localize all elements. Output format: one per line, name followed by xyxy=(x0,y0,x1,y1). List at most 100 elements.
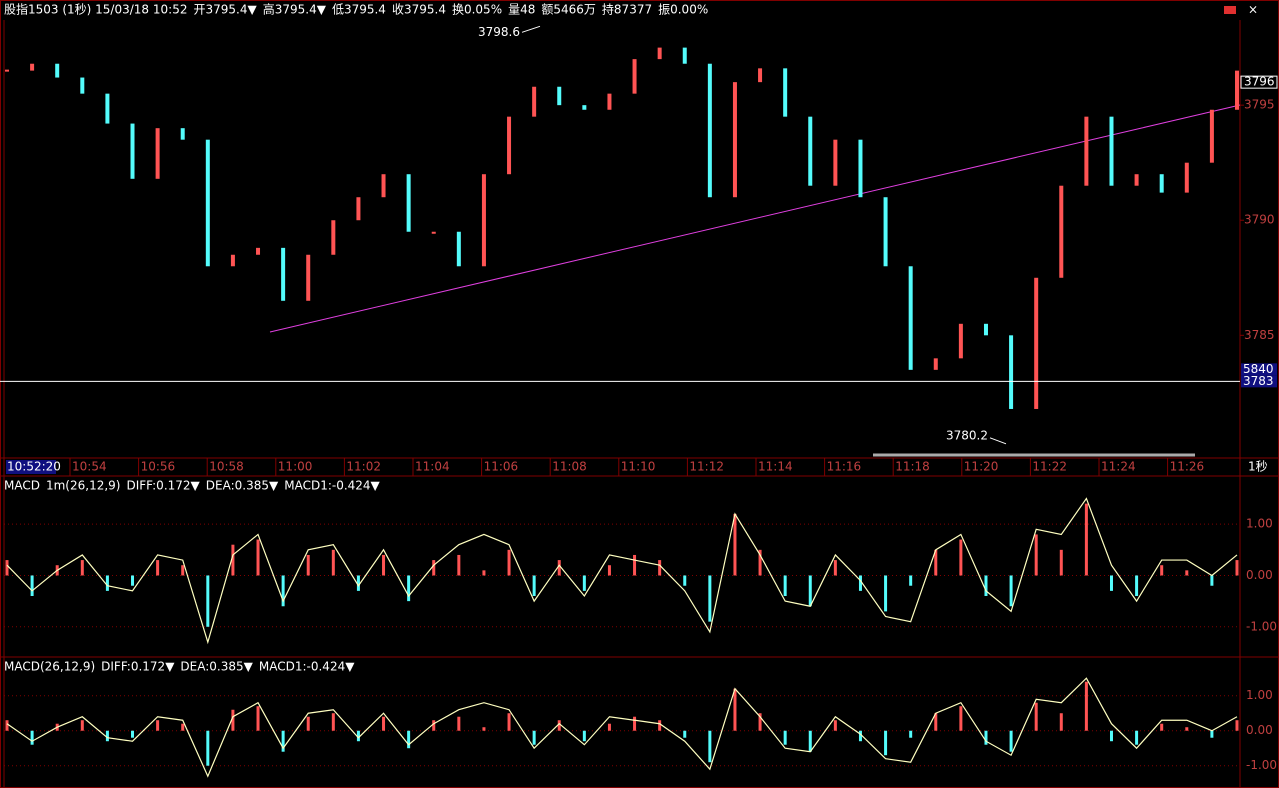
macd-bar xyxy=(708,730,712,763)
time-label: 11:04 xyxy=(415,460,450,474)
header-stat: 振0.00% xyxy=(658,3,708,17)
header-title: 股指1503 (1秒) 15/03/18 10:52 xyxy=(4,2,187,17)
macd-bar xyxy=(683,575,687,586)
candle xyxy=(958,323,963,359)
macd-bar xyxy=(858,730,862,742)
candle xyxy=(5,69,9,72)
time-label: 11:24 xyxy=(1101,460,1136,474)
macd-bar xyxy=(5,560,9,576)
y-tick-label: 1.00 xyxy=(1246,688,1273,702)
time-label: 11:26 xyxy=(1170,460,1205,474)
candle xyxy=(682,47,687,64)
macd-bar xyxy=(1034,534,1038,576)
volume-box xyxy=(1241,363,1277,376)
candle xyxy=(507,116,512,175)
macd-macd_label: MACD1:-0.424▼ xyxy=(284,479,380,493)
header-stat: 换0.05% xyxy=(452,3,502,17)
macd-bar xyxy=(833,720,837,731)
macd-bar xyxy=(507,713,511,731)
candle xyxy=(933,358,938,370)
candle xyxy=(481,174,486,267)
close-icon[interactable]: × xyxy=(1248,3,1258,17)
candle xyxy=(155,128,160,179)
time-label: 11:22 xyxy=(1032,460,1067,474)
macd-bar xyxy=(1135,575,1139,596)
time-label: 11:02 xyxy=(346,460,381,474)
macd-bar xyxy=(959,539,963,576)
macd-bar xyxy=(382,554,386,576)
candle xyxy=(55,63,60,78)
macd-bar xyxy=(206,730,210,766)
candle xyxy=(883,197,888,267)
candle xyxy=(256,247,261,255)
macd-bar xyxy=(607,723,611,731)
macd-bar xyxy=(156,560,160,576)
macd-bar xyxy=(607,565,611,576)
macd-bar xyxy=(1109,730,1113,742)
time-label: 11:00 xyxy=(278,460,313,474)
candle xyxy=(582,105,587,110)
macd-bar xyxy=(1009,730,1013,752)
last-price-box xyxy=(1240,75,1278,89)
macd-bar xyxy=(1059,549,1063,576)
candle xyxy=(732,82,737,198)
candle xyxy=(1009,335,1014,409)
macd-bar xyxy=(758,713,762,731)
macd-bar xyxy=(1109,575,1113,591)
candle xyxy=(30,63,35,71)
macd-bar xyxy=(1210,730,1214,738)
macd-bar xyxy=(432,720,436,731)
macd-bar xyxy=(783,575,787,596)
macd-bar xyxy=(281,730,285,752)
macd-bar xyxy=(256,539,260,576)
macd-diff_label: DIFF:0.172▼ xyxy=(101,660,175,674)
macd-bar xyxy=(557,720,561,731)
candle xyxy=(808,116,813,186)
macd-bar xyxy=(1009,575,1013,607)
macd-params: 1m(26,12,9) xyxy=(46,479,121,493)
macd-bar xyxy=(181,565,185,576)
macd-bar xyxy=(1185,570,1189,576)
diff-line xyxy=(6,677,1238,778)
time-label: 10:52:20 xyxy=(7,460,61,474)
toolbar-icon[interactable] xyxy=(1224,6,1236,14)
macd-bar xyxy=(1084,681,1088,731)
macd-bar xyxy=(833,560,837,576)
header-stat: 持87377 xyxy=(602,2,652,17)
macd-bar xyxy=(633,554,637,576)
macd-bar xyxy=(1235,720,1239,731)
y-tick-label: 0.00 xyxy=(1246,723,1273,737)
cursor-box xyxy=(1241,375,1277,388)
candle xyxy=(783,68,788,117)
candle xyxy=(381,174,386,198)
macd-title: MACD(26,12,9) xyxy=(4,660,95,674)
time-label: 10:56 xyxy=(141,460,176,474)
cursor-volume: 5840 xyxy=(1243,362,1274,376)
macd-bar xyxy=(909,575,913,586)
high-label: 3798.6 xyxy=(478,25,520,39)
diff-line xyxy=(6,497,1238,645)
time-label: 11:10 xyxy=(621,460,656,474)
macd-bar xyxy=(884,575,888,612)
candle xyxy=(1084,116,1089,186)
macd-bar xyxy=(934,549,938,576)
macd-bar xyxy=(80,560,84,576)
macd-bar xyxy=(131,575,135,586)
time-label: 11:06 xyxy=(484,460,519,474)
trend-line xyxy=(269,104,1241,333)
time-label: 11:12 xyxy=(689,460,724,474)
macd-bar xyxy=(909,730,913,738)
macd-bar xyxy=(356,730,360,742)
field-label: 收 xyxy=(392,3,404,17)
macd-bar xyxy=(557,560,561,576)
time-label: 11:20 xyxy=(964,460,999,474)
macd-bar xyxy=(532,575,536,596)
candle xyxy=(180,128,185,140)
time-label: 10:54 xyxy=(72,460,107,474)
macd-bar xyxy=(658,560,662,576)
macd-bar xyxy=(1210,575,1214,586)
candle xyxy=(858,139,863,198)
macd-title: MACD xyxy=(4,479,40,493)
macd-bar xyxy=(1160,723,1164,731)
